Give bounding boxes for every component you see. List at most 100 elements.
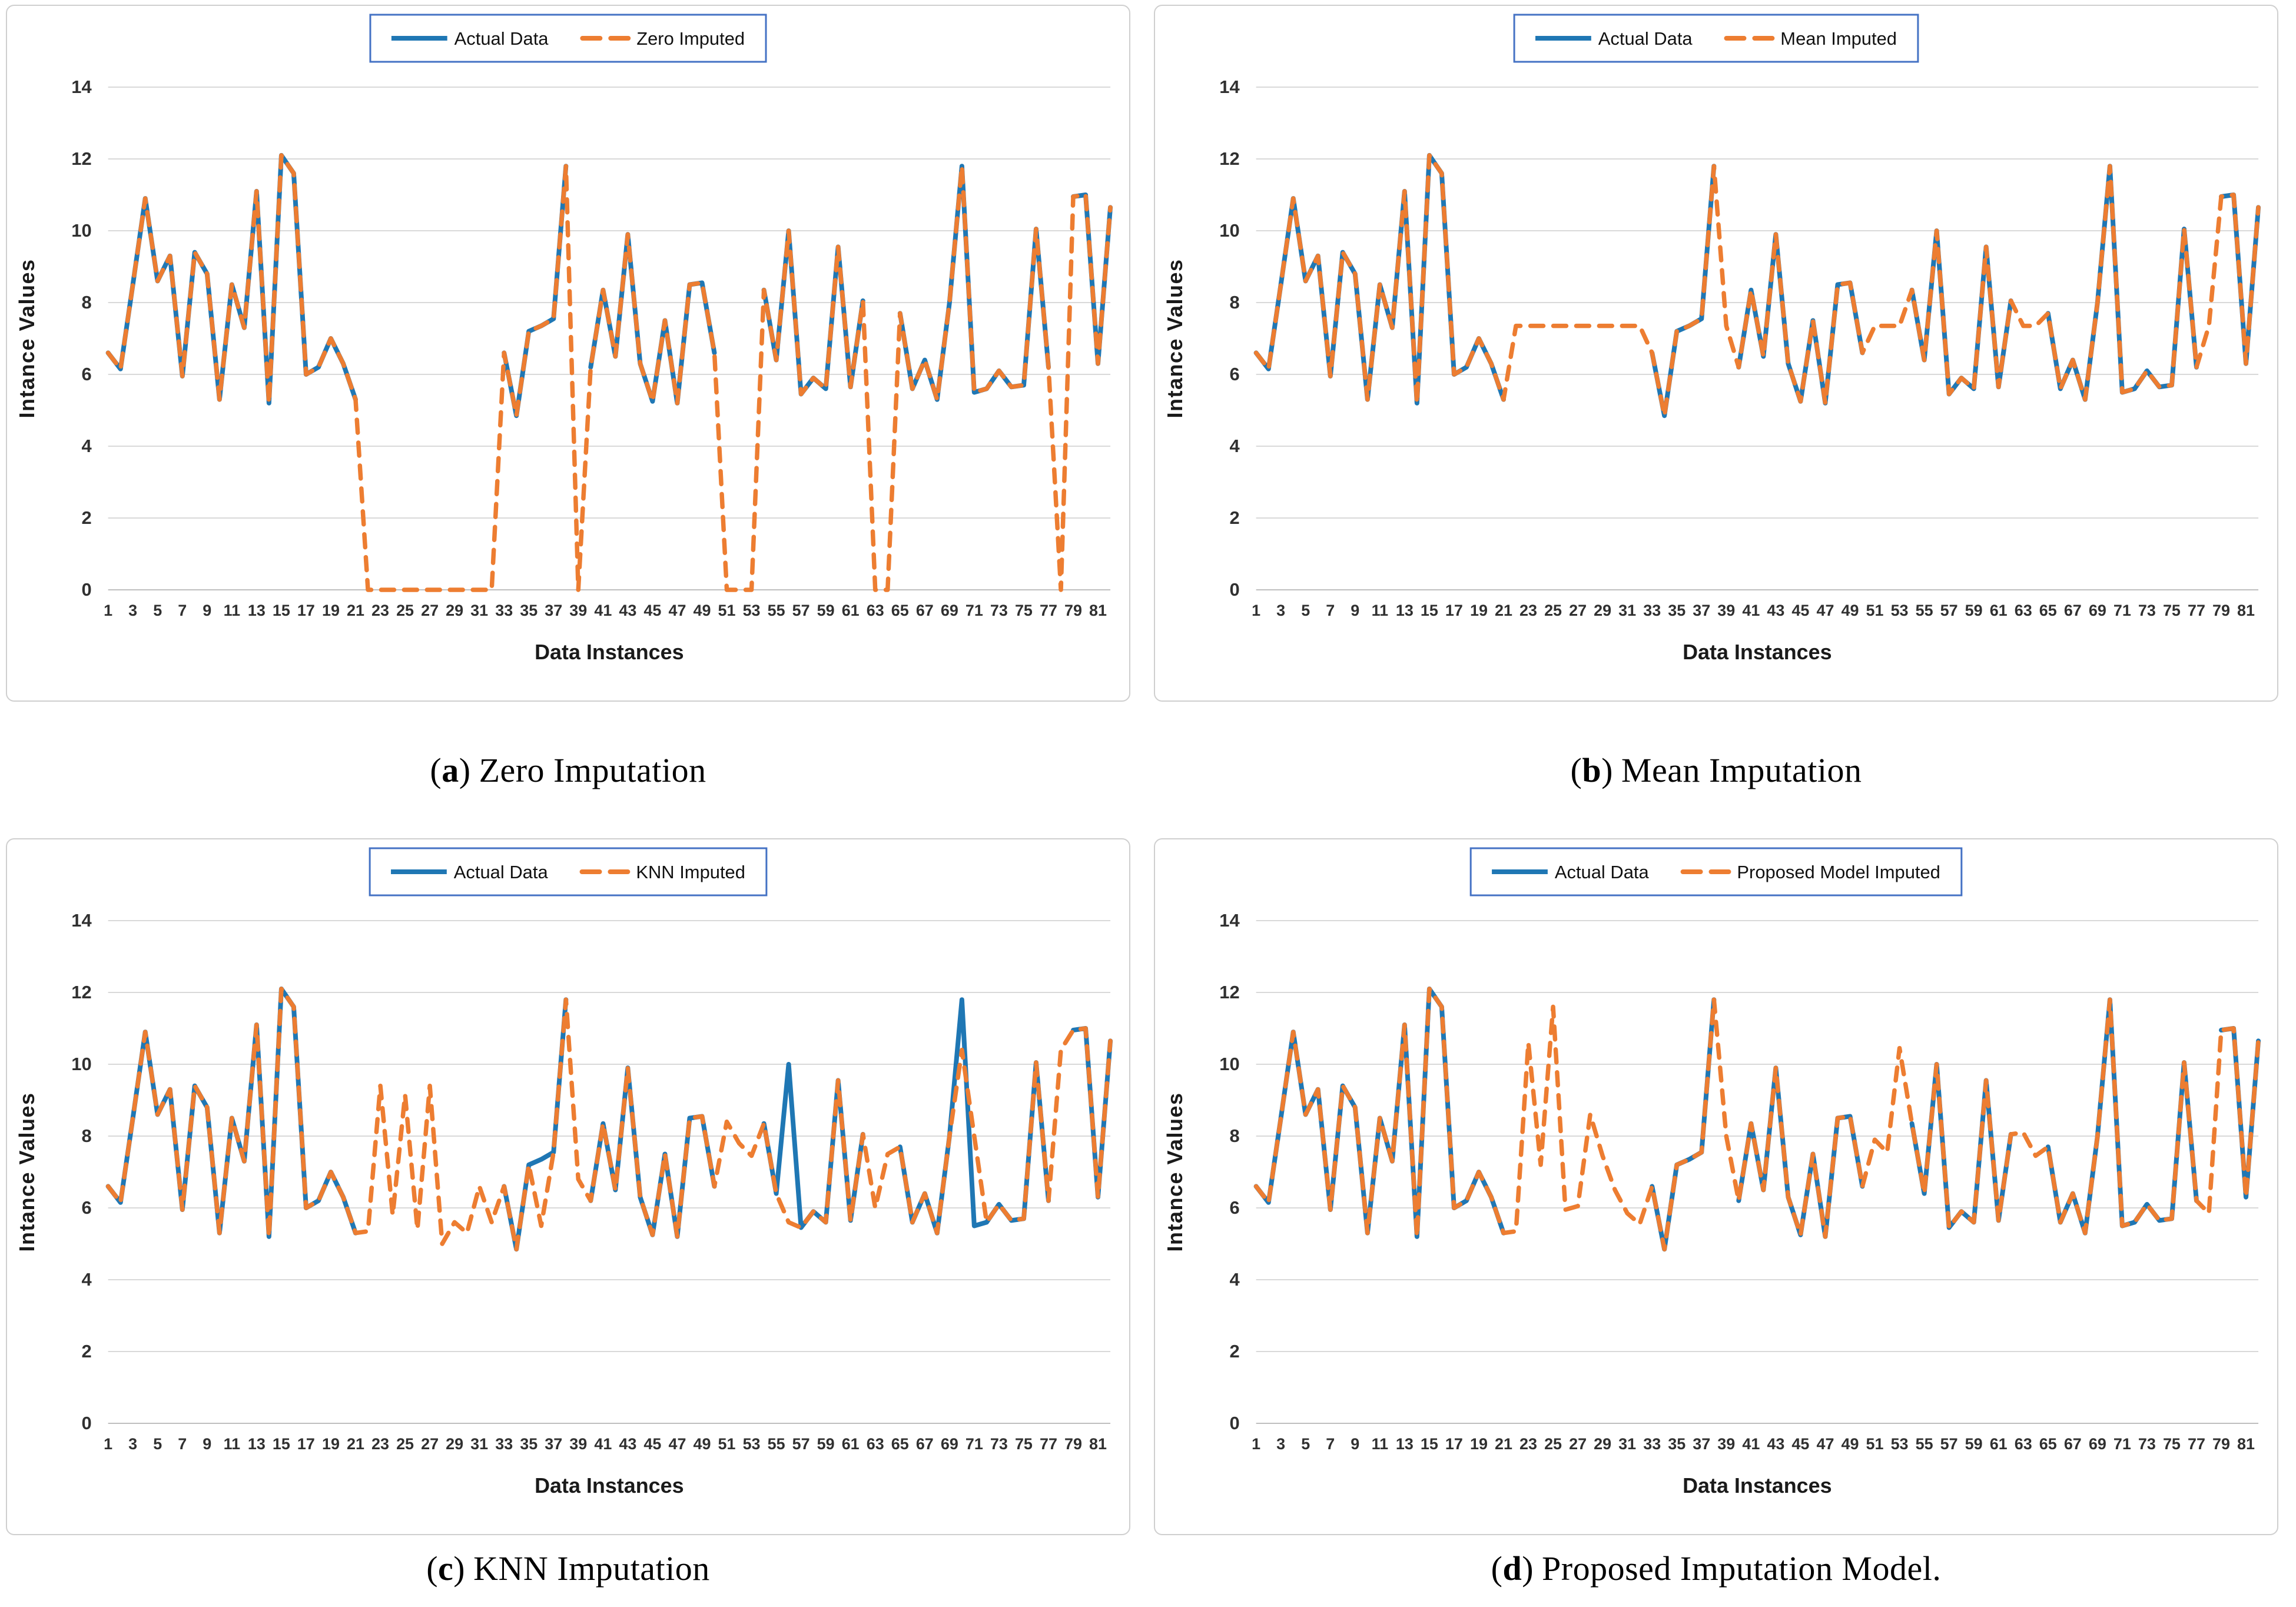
x-tick-label: 61 — [842, 1435, 860, 1453]
x-tick-label: 29 — [1594, 1435, 1611, 1453]
y-tick-label: 2 — [81, 1341, 91, 1362]
x-tick-label: 53 — [743, 1435, 761, 1453]
x-tick-label: 31 — [470, 1435, 488, 1453]
y-axis-title: Intance Values — [15, 258, 39, 418]
x-tick-label: 15 — [1421, 602, 1438, 619]
x-tick-label: 53 — [1891, 1435, 1909, 1453]
x-tick-label: 11 — [224, 1435, 240, 1453]
x-tick-label: 9 — [203, 1435, 211, 1453]
x-tick-label: 3 — [1276, 1435, 1285, 1453]
x-tick-label: 25 — [1544, 602, 1562, 619]
y-tick-label: 2 — [1229, 1341, 1239, 1362]
x-tick-label: 1 — [1252, 1435, 1260, 1453]
x-tick-label: 13 — [248, 602, 266, 619]
x-tick-label: 33 — [1643, 1435, 1661, 1453]
x-tick-label: 41 — [594, 602, 612, 619]
x-tick-label: 71 — [2113, 1435, 2131, 1453]
imputed-series-line — [1253, 153, 2261, 418]
panel-knn-imputation: 0 2 4 6 8 10 12 14 1 3 5 7 9 11 13 15 17 19 21 23 25 27 29 31 33… — [6, 838, 1130, 1535]
x-tick-label: 75 — [1015, 1435, 1033, 1453]
x-tick-label: 75 — [2163, 602, 2181, 619]
y-tick-label: 4 — [1229, 1269, 1240, 1290]
y-tick-label: 12 — [1219, 982, 1239, 1002]
x-tick-label: 63 — [867, 1435, 884, 1453]
x-tick-label: 17 — [1445, 1435, 1463, 1453]
x-tick-label: 1 — [104, 602, 112, 619]
x-tick-label: 35 — [520, 602, 537, 619]
imputed-series-line — [1253, 987, 2261, 1251]
x-tick-label: 73 — [990, 602, 1008, 619]
x-tick-label: 19 — [1470, 1435, 1488, 1453]
x-axis-title: Data Instances — [535, 640, 684, 664]
x-tick-label: 27 — [421, 1435, 439, 1453]
y-axis-title: Intance Values — [1163, 258, 1187, 418]
x-tick-label: 11 — [1372, 602, 1388, 619]
legend-actual-label: Actual Data — [454, 862, 549, 882]
x-axis-title: Data Instances — [535, 1473, 684, 1498]
x-tick-label: 37 — [1693, 1435, 1710, 1453]
x-tick-label: 73 — [2138, 1435, 2156, 1453]
x-tick-label: 81 — [2237, 1435, 2255, 1453]
x-tick-label: 63 — [2015, 602, 2032, 619]
y-tick-label: 8 — [81, 292, 91, 313]
x-tick-label: 51 — [718, 602, 736, 619]
y-tick-label: 0 — [81, 579, 91, 600]
y-tick-label: 12 — [71, 148, 91, 169]
y-tick-label: 14 — [1219, 77, 1240, 97]
x-tick-label: 19 — [1470, 602, 1488, 619]
caption-b: (b) Mean Imputation — [1154, 702, 2278, 838]
caption-c-label: (c) — [426, 1549, 466, 1588]
y-tick-label: 4 — [1229, 436, 1240, 456]
x-tick-label: 43 — [1767, 1435, 1784, 1453]
x-tick-label: 19 — [322, 602, 340, 619]
x-tick-label: 65 — [2039, 1435, 2057, 1453]
x-tick-label: 79 — [2212, 1435, 2230, 1453]
x-tick-label: 15 — [273, 602, 290, 619]
x-tick-label: 11 — [1372, 1435, 1388, 1453]
x-tick-label: 69 — [2089, 1435, 2106, 1453]
y-axis-title: Intance Values — [1163, 1092, 1187, 1251]
x-tick-label: 51 — [1866, 602, 1884, 619]
x-tick-label: 23 — [1519, 602, 1537, 619]
x-tick-label: 33 — [495, 602, 513, 619]
x-tick-label: 63 — [867, 602, 884, 619]
x-tick-label: 47 — [668, 1435, 686, 1453]
caption-d-label: (d) — [1491, 1549, 1534, 1588]
x-tick-label: 45 — [1791, 602, 1809, 619]
x-tick-label: 5 — [153, 1435, 162, 1453]
x-axis-title: Data Instances — [1683, 640, 1832, 664]
x-tick-label: 49 — [694, 1435, 711, 1453]
x-tick-label: 21 — [347, 602, 364, 619]
x-tick-label: 49 — [694, 602, 711, 619]
x-tick-label: 69 — [2089, 602, 2106, 619]
caption-b-text: Mean Imputation — [1621, 751, 1862, 789]
x-tick-label: 55 — [768, 602, 785, 619]
x-tick-label: 21 — [1495, 1435, 1512, 1453]
x-tick-label: 81 — [2237, 602, 2255, 619]
legend-imputed-label: Mean Imputed — [1780, 28, 1897, 49]
x-tick-label: 65 — [891, 602, 909, 619]
x-tick-label: 11 — [224, 602, 240, 619]
y-tick-label: 10 — [1219, 220, 1239, 241]
x-tick-label: 61 — [842, 602, 860, 619]
x-tick-label: 53 — [1891, 602, 1909, 619]
x-tick-label: 9 — [1351, 602, 1359, 619]
x-tick-label: 19 — [322, 1435, 340, 1453]
x-tick-label: 35 — [1668, 602, 1685, 619]
x-tick-label: 53 — [743, 602, 761, 619]
x-tick-label: 3 — [128, 1435, 137, 1453]
legend: Actual Data Zero Imputed — [369, 14, 767, 63]
y-tick-label: 12 — [1219, 148, 1239, 169]
x-axis-title: Data Instances — [1683, 1473, 1832, 1498]
x-tick-label: 49 — [1842, 1435, 1859, 1453]
x-tick-label: 31 — [470, 602, 488, 619]
x-tick-label: 61 — [1990, 602, 2008, 619]
x-tick-label: 73 — [990, 1435, 1008, 1453]
x-tick-label: 29 — [1594, 602, 1611, 619]
x-tick-label: 71 — [965, 1435, 983, 1453]
x-tick-label: 79 — [1064, 602, 1082, 619]
x-tick-label: 41 — [1742, 1435, 1760, 1453]
x-tick-label: 35 — [1668, 1435, 1685, 1453]
